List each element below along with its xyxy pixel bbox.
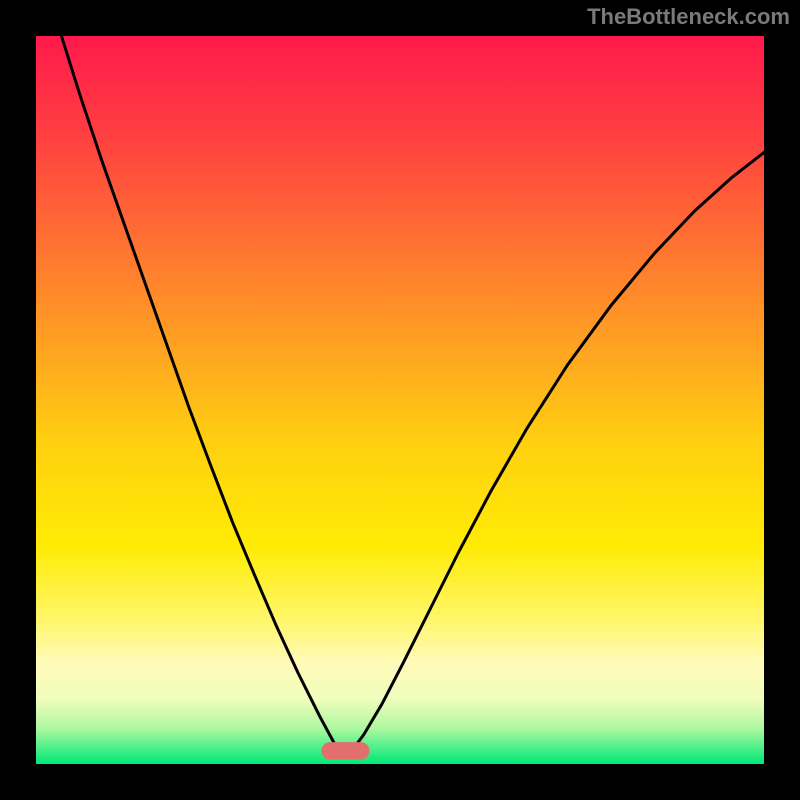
gradient-background xyxy=(36,36,764,764)
plot-area xyxy=(36,36,764,764)
chart-container: TheBottleneck.com xyxy=(0,0,800,800)
watermark-text: TheBottleneck.com xyxy=(587,4,790,30)
bottleneck-chart-svg xyxy=(36,36,764,764)
bottleneck-marker xyxy=(321,742,369,759)
